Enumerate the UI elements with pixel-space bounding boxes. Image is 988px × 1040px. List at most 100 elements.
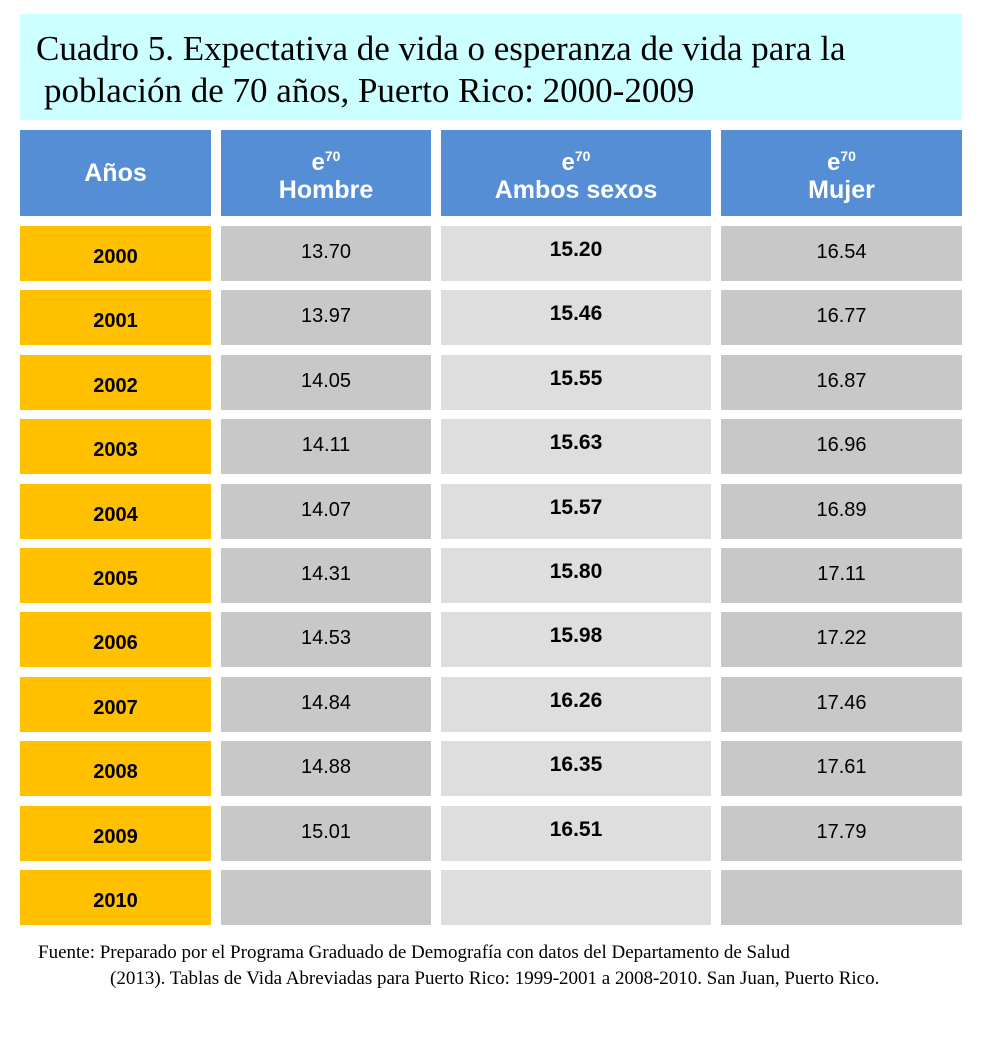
year-value: 2008 [93,761,138,783]
cell-both: 15.80 [441,548,711,603]
both-value: 15.55 [549,366,603,390]
cell-year: 2009 [20,806,211,861]
men-value: 13.97 [300,305,352,327]
year-value: 2005 [93,568,138,590]
women-value: 17.61 [816,756,867,778]
year-value: 2010 [93,890,138,912]
cell-both: 15.63 [441,419,711,474]
header-women-symbol: e70 [827,147,856,176]
cell-men: 15.01 [221,806,431,861]
cell-year: 2010 [20,870,211,925]
cell-women: 17.61 [721,741,962,796]
cell-year: 2000 [20,226,211,281]
cell-women: 17.46 [721,677,962,732]
cell-both: 15.20 [441,226,711,281]
cell-year: 2005 [20,548,211,603]
cell-year: 2004 [20,484,211,539]
cell-year: 2007 [20,677,211,732]
cell-men: 14.05 [221,355,431,410]
source-lead: Fuente: Preparado por el Programa Gradua… [38,942,790,963]
cell-both: 16.35 [441,741,711,796]
cell-both: 15.98 [441,612,711,667]
women-value: 16.89 [816,499,867,521]
cell-women: 17.79 [721,806,962,861]
women-value: 16.96 [816,434,867,456]
men-value: 14.84 [300,692,352,714]
header-years: Años [20,130,211,216]
cell-men: 14.88 [221,741,431,796]
header-women: e70 Mujer [721,130,962,216]
cell-men: 14.07 [221,484,431,539]
cell-women: 16.77 [721,290,962,345]
women-value: 17.11 [817,563,866,585]
cell-both: 15.57 [441,484,711,539]
women-value: 16.54 [816,241,867,263]
year-value: 2002 [93,375,138,397]
men-value: 14.31 [300,563,352,585]
cell-women: 16.87 [721,355,962,410]
women-value: 17.79 [816,821,867,843]
both-value: 15.46 [549,301,603,325]
cell-women: 16.96 [721,419,962,474]
cell-both: 16.26 [441,677,711,732]
cell-men: 14.53 [221,612,431,667]
header-women-label: Mujer [808,175,875,204]
cell-both [441,870,711,925]
both-value: 16.35 [549,752,603,776]
cell-men [221,870,431,925]
both-value: 15.98 [549,623,603,647]
women-value: 17.46 [816,692,867,714]
both-value: 15.80 [549,559,603,583]
year-value: 2001 [93,310,138,332]
cell-year: 2001 [20,290,211,345]
cell-men: 13.97 [221,290,431,345]
women-value: 17.22 [816,627,867,649]
title-line-1: Cuadro 5. Expectativa de vida o esperanz… [36,29,846,68]
cell-both: 15.55 [441,355,711,410]
cell-women: 17.22 [721,612,962,667]
cell-women: 16.89 [721,484,962,539]
cell-women: 17.11 [721,548,962,603]
cell-both: 15.46 [441,290,711,345]
cell-women: 16.54 [721,226,962,281]
header-men-label: Hombre [278,175,374,204]
cell-men: 14.11 [221,419,431,474]
header-men-symbol: e70 [311,147,341,176]
both-value: 16.51 [549,817,603,841]
cell-women [721,870,962,925]
header-men: e70 Hombre [221,130,431,216]
cell-men: 14.84 [221,677,431,732]
men-value: 14.07 [300,499,352,521]
men-value: 14.05 [300,370,352,392]
header-both: e70 Ambos sexos [441,130,711,216]
men-value: 14.11 [301,434,351,456]
year-value: 2000 [93,246,138,268]
cell-year: 2006 [20,612,211,667]
cell-both: 16.51 [441,806,711,861]
table-title: Cuadro 5. Expectativa de vida o esperanz… [20,14,962,120]
year-value: 2009 [93,826,138,848]
both-value: 15.63 [549,430,603,454]
cell-men: 13.70 [221,226,431,281]
cell-year: 2003 [20,419,211,474]
both-value: 16.26 [549,688,603,712]
cell-year: 2002 [20,355,211,410]
both-value: 15.57 [549,495,603,519]
cell-men: 14.31 [221,548,431,603]
cell-year: 2008 [20,741,211,796]
year-value: 2007 [93,697,138,719]
year-value: 2003 [93,439,138,461]
women-value: 16.87 [816,370,867,392]
men-value: 14.53 [300,627,352,649]
source-rest: (2013). Tablas de Vida Abreviadas para P… [110,968,880,989]
women-value: 16.77 [816,305,867,327]
source-note: Fuente: Preparado por el Programa Gradua… [38,940,958,992]
men-value: 14.88 [300,756,352,778]
title-line-2: población de 70 años, Puerto Rico: 2000-… [44,71,695,110]
men-value: 13.70 [300,241,352,263]
header-both-label: Ambos sexos [494,175,658,204]
header-years-label: Años [84,159,147,187]
both-value: 15.20 [549,237,603,261]
header-both-symbol: e70 [561,147,591,176]
year-value: 2004 [93,504,138,526]
